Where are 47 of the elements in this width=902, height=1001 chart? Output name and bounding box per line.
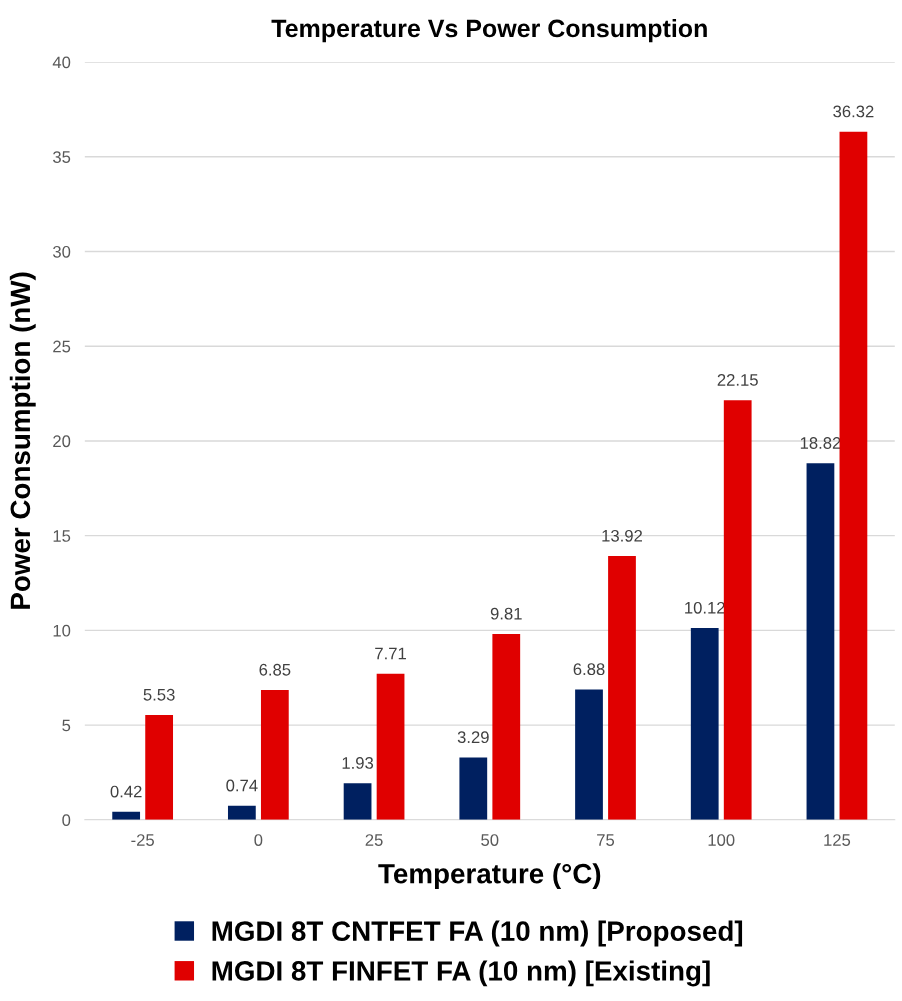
y-tick-label: 20 (53, 435, 71, 448)
chart-title: Temperature Vs Power Consumption (271, 18, 707, 43)
data-label: 3.29 (457, 731, 489, 744)
x-tick-label: 50 (481, 834, 499, 846)
bar (608, 556, 636, 820)
y-tick-label: 5 (62, 719, 71, 732)
bar (145, 715, 174, 820)
bar (806, 463, 835, 820)
y-axis-title: Power Consumption (nW) (9, 272, 36, 609)
data-label: 9.81 (490, 607, 522, 620)
data-label: 22.15 (717, 374, 758, 386)
data-label: 6.88 (573, 663, 605, 676)
bar (690, 628, 719, 820)
y-tick-label: 35 (53, 151, 71, 163)
x-tick-label: 25 (365, 834, 383, 846)
data-label: 13.92 (602, 529, 643, 542)
y-tick-label: 40 (52, 56, 71, 69)
y-tick-label: 0 (62, 814, 71, 827)
data-label: 0.42 (110, 785, 142, 798)
legend-label: MGDI 8T CNTFET FA (10 nm) [Proposed] (212, 920, 743, 947)
x-tick-label: 75 (597, 834, 615, 846)
x-axis-title: Temperature (°C) (378, 863, 601, 890)
y-tick-label: 15 (53, 530, 71, 542)
data-label: 1.93 (342, 757, 374, 769)
bar (343, 783, 372, 820)
bar (459, 757, 488, 820)
data-label: 5.53 (143, 688, 175, 701)
x-tick-label: -25 (131, 834, 154, 846)
data-label: 10.12 (685, 601, 725, 614)
data-label: 36.32 (833, 105, 874, 118)
y-tick-label: 30 (53, 245, 71, 258)
data-label: 0.74 (226, 779, 258, 792)
bar (376, 673, 405, 820)
bar (492, 633, 521, 820)
bar (839, 131, 868, 820)
data-label: 7.71 (375, 647, 406, 660)
data-label: 6.85 (259, 663, 291, 676)
x-tick-label: 0 (254, 834, 263, 846)
x-tick-label: 100 (708, 834, 735, 846)
legend-label: MGDI 8T FINFET FA (10 nm) [Existing] (212, 960, 710, 987)
y-tick-label: 25 (53, 340, 71, 353)
bar (260, 690, 289, 820)
bar (723, 400, 752, 820)
y-tick-label: 10 (53, 624, 71, 637)
bar (575, 689, 603, 820)
x-tick-label: 125 (824, 834, 851, 846)
bar (227, 805, 256, 820)
